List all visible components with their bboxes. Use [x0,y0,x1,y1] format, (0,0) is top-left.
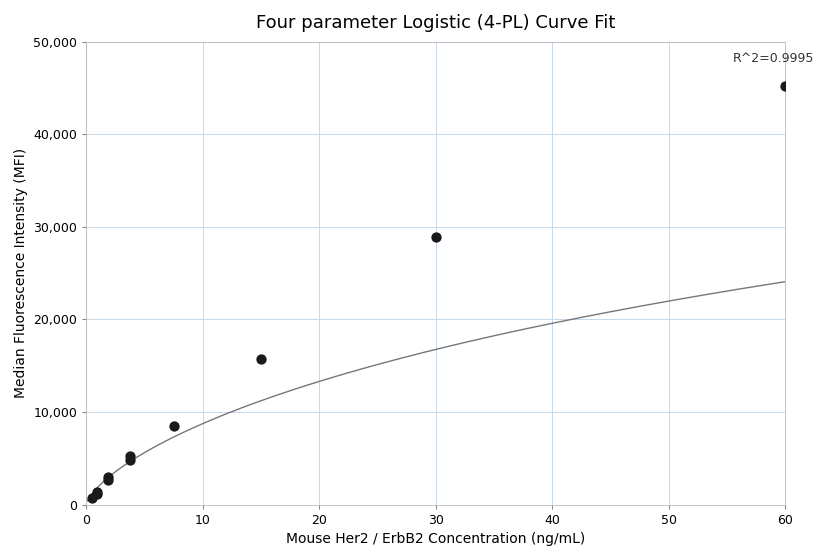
Y-axis label: Median Fluorescence Intensity (MFI): Median Fluorescence Intensity (MFI) [14,148,28,398]
Point [255,354,268,363]
Point [779,82,792,91]
Point [102,475,115,484]
Point [91,490,104,499]
Point [123,452,136,461]
Point [102,472,115,481]
Point [123,456,136,465]
X-axis label: Mouse Her2 / ErbB2 Concentration (ng/mL): Mouse Her2 / ErbB2 Concentration (ng/mL) [286,532,586,546]
Text: R^2=0.9995: R^2=0.9995 [733,52,814,65]
Title: Four parameter Logistic (4-PL) Curve Fit: Four parameter Logistic (4-PL) Curve Fit [256,14,616,32]
Point [167,421,181,430]
Point [429,232,443,241]
Point [91,488,104,497]
Point [85,493,98,502]
